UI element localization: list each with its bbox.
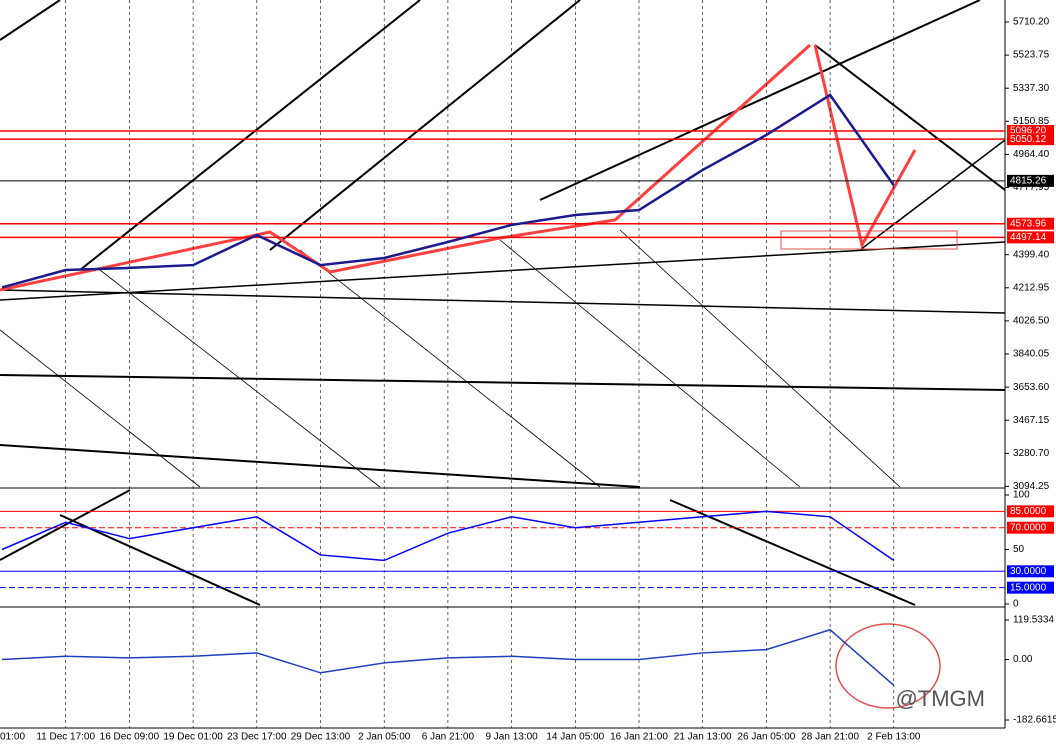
y-tick-label: 4212.95 xyxy=(1013,282,1050,293)
x-tick-label: 01:00 xyxy=(0,732,25,743)
highlight-box xyxy=(780,230,958,250)
trend-line xyxy=(0,489,131,561)
y-tick-label: 5337.30 xyxy=(1013,83,1050,94)
trend-line xyxy=(499,239,801,488)
y-tick-label: 3094.25 xyxy=(1013,481,1050,492)
trend-line xyxy=(99,269,381,488)
trend-line xyxy=(539,0,981,201)
trend-line xyxy=(814,44,1006,191)
level-label: 5096.20 xyxy=(1010,126,1047,137)
level-label-box xyxy=(1007,217,1054,230)
level-label-box xyxy=(1007,565,1054,578)
y-tick-label: 3840.05 xyxy=(1013,349,1050,360)
series-line xyxy=(1,510,895,562)
trend-line xyxy=(299,249,601,488)
trend-line xyxy=(0,0,61,41)
y-tick-label: 3653.60 xyxy=(1013,382,1050,393)
x-tick-label: 16 Dec 09:00 xyxy=(100,732,160,743)
y-tick-label: 3280.70 xyxy=(1013,448,1050,459)
y-tick-label: 4964.40 xyxy=(1013,149,1050,160)
y-tick-label: 5710.20 xyxy=(1013,17,1050,28)
highlight-ellipse xyxy=(835,623,941,709)
x-tick-label: 21 Jan 13:00 xyxy=(674,732,732,743)
x-tick-label: 11 Dec 17:00 xyxy=(36,732,95,743)
level-label-box xyxy=(1007,521,1054,534)
trend-lines xyxy=(0,0,1006,606)
x-tick-label: 16 Jan 21:00 xyxy=(610,732,668,743)
trend-line xyxy=(269,0,581,251)
level-label-box xyxy=(1007,581,1054,594)
level-label: 30.0000 xyxy=(1010,566,1047,577)
level-label-box xyxy=(1007,231,1054,244)
y-tick-label: 5150.85 xyxy=(1013,116,1050,127)
arrows xyxy=(0,43,917,292)
x-tick-label: 19 Dec 01:00 xyxy=(163,732,223,743)
x-tick-label: 2 Jan 05:00 xyxy=(358,732,411,743)
series-line xyxy=(1,628,895,686)
x-tick-label: 9 Jan 13:00 xyxy=(485,732,538,743)
trend-line xyxy=(0,329,201,488)
level-label: 5050.12 xyxy=(1010,134,1047,145)
trend-line xyxy=(0,444,641,488)
y-tick-label: 5523.75 xyxy=(1013,50,1050,61)
x-tick-label: 29 Dec 13:00 xyxy=(291,732,351,743)
level-label-box xyxy=(1007,174,1054,187)
y-tick-label: 4777.95 xyxy=(1013,182,1050,193)
y-tick-label: 0 xyxy=(1013,599,1019,610)
trend-line xyxy=(0,241,1006,301)
watermark: @TMGM xyxy=(895,686,985,711)
y-tick-label: 0.00 xyxy=(1013,654,1033,665)
x-tick-label: 14 Jan 05:00 xyxy=(546,732,604,743)
level-label: 85.0000 xyxy=(1010,506,1047,517)
y-tick-label: 119.5334 xyxy=(1013,615,1054,626)
trend-line xyxy=(79,0,421,271)
y-tick-label: 3467.15 xyxy=(1013,415,1050,426)
arrow-path xyxy=(813,44,917,250)
level-label: 4497.14 xyxy=(1010,232,1047,243)
level-label-box xyxy=(1007,133,1054,146)
level-label: 70.0000 xyxy=(1010,522,1047,533)
level-label: 4573.96 xyxy=(1010,218,1047,229)
level-label-box xyxy=(1007,505,1054,518)
level-label: 4815.26 xyxy=(1010,176,1047,187)
y-tick-label: 4026.50 xyxy=(1013,316,1050,327)
trend-line xyxy=(859,139,1006,251)
y-tick-label: 50 xyxy=(1013,544,1025,555)
y-tick-label: -182.6615 xyxy=(1013,715,1056,726)
level-label: 15.0000 xyxy=(1010,582,1047,593)
x-tick-label: 26 Jan 05:00 xyxy=(737,732,795,743)
y-tick-label: 100 xyxy=(1013,490,1030,501)
x-tick-label: 6 Jan 21:00 xyxy=(422,732,475,743)
y-tick-label: 4399.40 xyxy=(1013,249,1050,260)
trend-line xyxy=(619,229,901,488)
trend-line xyxy=(0,289,1006,314)
x-tick-label: 28 Jan 21:00 xyxy=(801,732,859,743)
trend-line xyxy=(0,374,1006,391)
x-tick-label: 23 Dec 17:00 xyxy=(227,732,287,743)
x-tick-label: 2 Feb 13:00 xyxy=(867,732,921,743)
series-line xyxy=(1,93,895,289)
arrow-path xyxy=(0,43,812,292)
